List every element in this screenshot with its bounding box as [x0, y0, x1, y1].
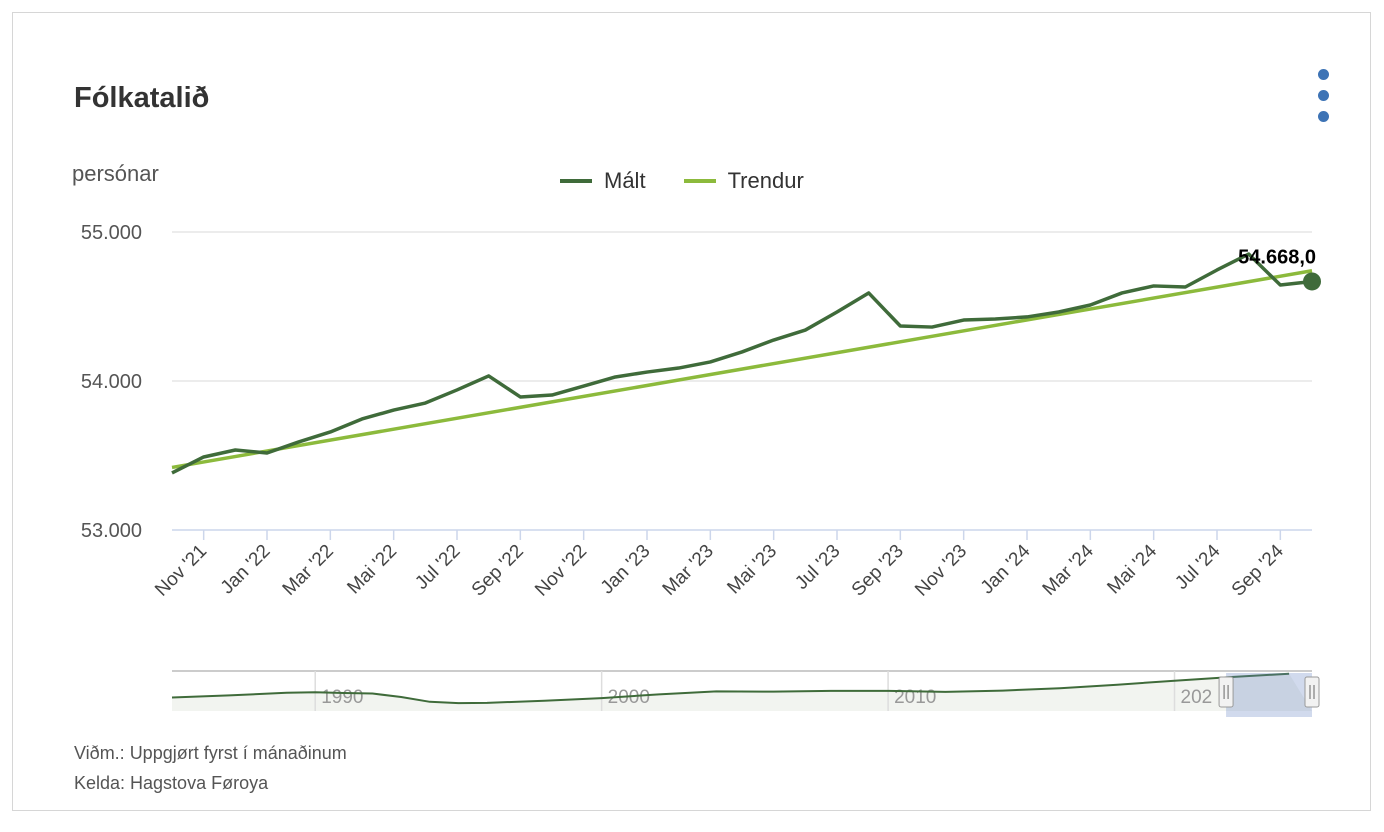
x-tick-label: Mai '23 — [723, 541, 781, 599]
chart-title: Fólkatalið — [74, 82, 210, 114]
x-tick-label: Jul '22 — [411, 541, 464, 594]
legend-label: Trendur — [727, 168, 804, 193]
legend: Mált Trendur — [560, 168, 804, 194]
x-tick-label: Mai '22 — [343, 541, 401, 599]
legend-item-trendur[interactable]: Trendur — [683, 168, 804, 194]
x-tick-label: Jan '23 — [597, 541, 655, 599]
last-point-marker — [1303, 272, 1321, 291]
x-tick-label: Sep '23 — [848, 541, 908, 601]
data-label: 54.668,0 — [1238, 246, 1316, 268]
x-tick-label: Jan '24 — [977, 540, 1035, 598]
measured-line — [171, 252, 1313, 475]
x-tick-label: Mai '24 — [1103, 540, 1161, 598]
x-tick-label: Mar '24 — [1039, 540, 1099, 600]
more-vertical-icon[interactable] — [1310, 64, 1338, 128]
navigator-tick-label: 1990 — [321, 687, 363, 708]
x-tick-label: Nov '23 — [911, 541, 971, 601]
navigator-tick-label: 2000 — [608, 687, 650, 708]
chart-card — [12, 12, 1371, 811]
legend-swatch — [683, 179, 716, 183]
navigator-handle[interactable] — [1218, 676, 1234, 708]
x-tick-label: Mar '23 — [659, 541, 718, 600]
x-tick-label: Mar '22 — [279, 541, 338, 600]
navigator-tick-label: 202 — [1181, 687, 1213, 708]
x-tick-label: Nov '22 — [531, 541, 591, 601]
y-tick-label: 55.000 — [81, 222, 142, 244]
navigator[interactable]: 1990 2000 2010 202 — [171, 670, 1320, 717]
navigator-line — [171, 672, 1290, 705]
y-tick-label: 53.000 — [81, 520, 142, 542]
footer-source: Kelda: Hagstova Føroya — [74, 773, 269, 793]
footer-note: Viðm.: Uppgjørt fyrst í mánaðinum — [74, 743, 347, 763]
trend-line — [171, 269, 1313, 470]
y-tick-label: 54.000 — [81, 371, 142, 393]
navigator-handle[interactable] — [1304, 676, 1320, 708]
x-tick-label: Jul '23 — [791, 541, 844, 594]
legend-swatch — [560, 179, 592, 183]
handle-body — [1304, 676, 1320, 708]
legend-item-malt[interactable]: Mált — [560, 168, 646, 194]
x-tick-label: Sep '22 — [468, 541, 528, 601]
navigator-selection[interactable] — [1226, 673, 1312, 717]
legend-label: Mált — [604, 168, 646, 193]
y-axis-label: persónar — [72, 161, 159, 186]
x-tick-label: Sep '24 — [1228, 540, 1288, 600]
x-tick-label: Jan '22 — [217, 541, 275, 599]
x-tick-label: Nov '21 — [151, 541, 211, 601]
x-tick-label: Jul '24 — [1171, 540, 1225, 594]
handle-body — [1218, 676, 1234, 708]
